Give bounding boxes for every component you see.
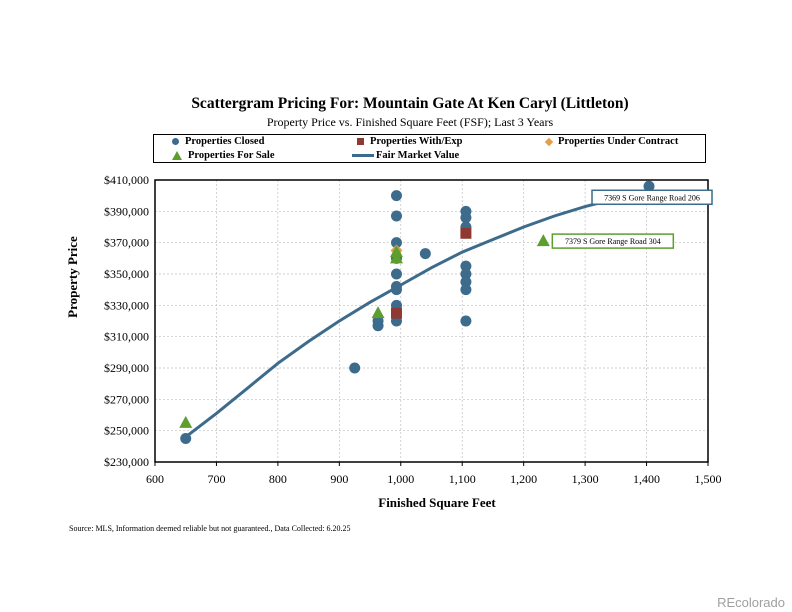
plot-area xyxy=(155,180,708,462)
legend-item-for-sale: Properties For Sale xyxy=(172,150,275,161)
closed-point xyxy=(390,284,402,296)
x-tick-label: 1,100 xyxy=(449,472,476,486)
data-markers xyxy=(179,180,655,444)
source-note: Source: MLS, Information deemed reliable… xyxy=(69,524,351,533)
axes: $230,000 $250,000 $270,000 $290,000 $310,000… xyxy=(104,173,722,486)
line-marker-icon xyxy=(352,154,374,157)
x-tick-label: 1,000 xyxy=(387,472,414,486)
plot-border xyxy=(154,179,709,463)
legend-label: Properties With/Exp xyxy=(370,136,463,147)
closed-point xyxy=(390,237,402,249)
annotations: 7369 S Gore Range Road 206 7379 S Gore Ra… xyxy=(551,189,713,249)
legend-item-with-exp: Properties With/Exp xyxy=(357,136,462,147)
closed-point xyxy=(390,268,402,280)
legend-label: Fair Market Value xyxy=(376,150,460,161)
chart-title: Scattergram Pricing For: Mountain Gate A… xyxy=(191,95,629,112)
closed-point xyxy=(390,190,402,202)
y-tick-label: $290,000 xyxy=(104,361,149,375)
closed-point xyxy=(460,260,472,272)
closed-point xyxy=(180,433,192,444)
circle-marker-icon xyxy=(172,138,179,145)
closed-point xyxy=(460,212,472,224)
closed-point xyxy=(460,284,472,296)
y-axis-label: Property Price xyxy=(65,236,80,318)
legend-label: Properties For Sale xyxy=(188,150,275,161)
y-tick-label: $310,000 xyxy=(104,330,149,344)
for-sale-point xyxy=(536,234,550,247)
for-sale-point xyxy=(371,306,385,319)
legend-item-fair-market-value: Fair Market Value xyxy=(352,150,459,161)
legend-item-closed: Properties Closed xyxy=(172,136,264,147)
chart-subtitle: Property Price vs. Finished Square Feet … xyxy=(266,115,554,129)
watermark: REcolorado xyxy=(717,595,785,610)
legend-label: Properties Closed xyxy=(185,136,265,147)
y-tick-label: $270,000 xyxy=(104,392,149,406)
x-tick-label: 600 xyxy=(146,472,164,486)
x-tick-label: 900 xyxy=(330,472,348,486)
closed-point xyxy=(643,180,655,192)
callout-box xyxy=(591,189,713,206)
legend-item-under-contract: Properties Under Contract xyxy=(544,136,679,147)
fair-market-value-curve xyxy=(184,189,647,439)
with-exp-point xyxy=(390,307,402,319)
for-sale-point xyxy=(389,251,403,264)
y-tick-label: $390,000 xyxy=(104,204,149,218)
y-tick-label: $330,000 xyxy=(104,298,149,312)
x-tick-label: 1,500 xyxy=(695,472,722,486)
triangle-marker-icon xyxy=(172,151,182,160)
callout-label: 7379 S Gore Range Road 304 xyxy=(565,237,661,246)
x-axis-label: Finished Square Feet xyxy=(378,495,496,510)
legend-label: Properties Under Contract xyxy=(558,136,679,147)
square-marker-icon xyxy=(357,138,364,145)
chart-legend: Properties Closed Properties With/Exp Pr… xyxy=(153,134,706,163)
y-tick-label: $370,000 xyxy=(104,236,149,250)
y-tick-label: $350,000 xyxy=(104,267,149,281)
with-exp-point xyxy=(460,227,472,239)
callout-box xyxy=(551,233,675,249)
x-tick-label: 800 xyxy=(269,472,287,486)
closed-point xyxy=(460,276,472,288)
x-tick-label: 700 xyxy=(207,472,225,486)
y-tick-label: $230,000 xyxy=(104,455,149,469)
closed-point xyxy=(419,248,431,260)
y-tick-label: $250,000 xyxy=(104,424,149,438)
for-sale-point xyxy=(389,245,403,258)
closed-point xyxy=(349,362,361,374)
y-tick-label: $410,000 xyxy=(104,173,149,187)
closed-point xyxy=(372,315,384,327)
gridlines xyxy=(154,179,709,463)
closed-point xyxy=(460,315,472,327)
callout-label: 7369 S Gore Range Road 206 xyxy=(604,193,700,202)
closed-point xyxy=(460,268,472,280)
for-sale-point xyxy=(179,415,193,428)
fair-market-value-line xyxy=(184,189,647,439)
x-tick-label: 1,400 xyxy=(633,472,660,486)
closed-point xyxy=(390,210,402,222)
x-tick-label: 1,300 xyxy=(572,472,599,486)
x-tick-label: 1,200 xyxy=(510,472,537,486)
